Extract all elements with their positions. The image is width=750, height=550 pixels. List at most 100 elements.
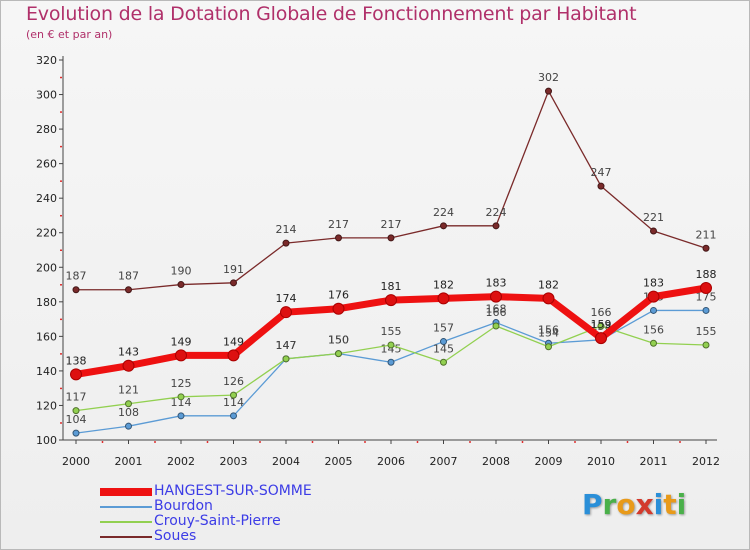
data-label: 114	[223, 396, 244, 409]
x-tick-label: 2008	[482, 455, 510, 468]
data-point	[72, 429, 80, 437]
logo-letter: r	[602, 488, 617, 521]
data-point	[702, 341, 710, 349]
y-tick-label: 280	[36, 123, 57, 136]
x-minor-tick	[364, 441, 366, 443]
legend-item: HANGEST-SUR-SOMME	[100, 483, 360, 499]
data-point	[650, 339, 657, 347]
data-label: 143	[118, 346, 139, 359]
data-point	[177, 393, 185, 401]
data-point	[230, 412, 237, 420]
data-label: 150	[328, 334, 349, 347]
y-tick-label: 180	[36, 296, 57, 309]
data-label: 114	[171, 396, 192, 409]
data-point	[335, 350, 342, 358]
data-label: 125	[171, 377, 192, 390]
data-point	[175, 349, 187, 362]
x-tick-label: 2002	[167, 455, 195, 468]
x-tick-label: 2006	[377, 455, 405, 468]
y-minor-tick	[60, 145, 62, 148]
legend-swatch	[100, 506, 152, 508]
data-label: 108	[118, 406, 139, 419]
data-label: 224	[486, 206, 507, 219]
x-minor-tick	[101, 441, 104, 443]
data-label: 155	[696, 325, 717, 338]
data-point	[437, 292, 450, 305]
data-label: 104	[66, 413, 87, 426]
y-tick-label: 160	[36, 330, 57, 343]
x-minor-tick	[311, 441, 314, 443]
logo-letter: x	[635, 488, 654, 521]
x-tick-label: 2000	[62, 455, 90, 468]
data-point	[545, 343, 552, 351]
data-label: 224	[433, 206, 454, 219]
y-tick-label: 220	[36, 227, 57, 240]
logo-letter: i	[653, 488, 664, 521]
data-label: 214	[276, 223, 297, 236]
data-label: 117	[66, 391, 87, 404]
data-point	[125, 422, 132, 430]
data-point	[702, 306, 710, 314]
x-minor-tick	[626, 441, 629, 443]
data-point	[542, 292, 555, 305]
data-point	[440, 222, 447, 230]
data-label: 187	[118, 270, 139, 283]
data-label: 183	[486, 277, 507, 290]
data-label: 121	[118, 384, 139, 397]
x-tick-label: 2003	[220, 455, 248, 468]
y-minor-tick	[60, 76, 62, 79]
x-minor-tick	[679, 441, 681, 443]
y-tick-label: 100	[36, 434, 57, 447]
proxiti-logo: Proxiti	[582, 488, 686, 521]
x-minor-tick	[206, 441, 209, 443]
x-tick-label: 2005	[325, 455, 353, 468]
y-tick-label: 300	[36, 89, 57, 102]
legend-item: Crouy-Saint-Pierre	[100, 513, 360, 529]
data-point	[597, 322, 605, 330]
data-label: 187	[66, 270, 87, 283]
x-tick-label: 2010	[587, 455, 615, 468]
legend-label: Soues	[154, 528, 197, 544]
data-point	[177, 281, 185, 289]
data-label: 176	[328, 289, 349, 302]
data-point	[492, 222, 500, 230]
logo-letter: P	[582, 488, 603, 521]
x-minor-tick	[521, 441, 524, 443]
data-label: 182	[538, 278, 559, 291]
series-line	[75, 90, 707, 291]
data-label: 155	[381, 325, 402, 338]
x-minor-tick	[574, 441, 576, 443]
data-label: 145	[433, 342, 454, 355]
y-minor-tick	[60, 111, 62, 113]
data-point	[177, 412, 185, 420]
y-minor-tick	[60, 214, 62, 217]
data-label: 217	[328, 218, 349, 231]
data-label: 126	[223, 375, 244, 388]
data-label: 174	[276, 292, 297, 305]
data-point	[385, 294, 397, 307]
data-label: 147	[276, 339, 297, 352]
data-label: 166	[486, 306, 507, 319]
data-label: 217	[381, 218, 402, 231]
data-point	[440, 338, 447, 346]
data-point	[440, 358, 447, 366]
data-label: 168	[486, 303, 507, 316]
x-tick-label: 2007	[430, 455, 458, 468]
data-label: 149	[171, 335, 192, 348]
legend-swatch	[100, 521, 152, 523]
legend-item: Soues	[100, 528, 360, 544]
x-minor-tick	[416, 441, 419, 443]
x-tick-label: 2012	[692, 455, 720, 468]
data-label: 138	[66, 354, 87, 367]
y-tick-label: 200	[36, 261, 57, 274]
y-tick-label: 140	[36, 365, 57, 378]
y-minor-tick	[60, 422, 62, 424]
data-point	[282, 355, 290, 363]
data-label: 191	[223, 263, 244, 276]
y-tick-label: 240	[36, 192, 57, 205]
data-label: 149	[223, 335, 244, 348]
data-point	[595, 332, 607, 345]
y-minor-tick	[60, 387, 62, 390]
